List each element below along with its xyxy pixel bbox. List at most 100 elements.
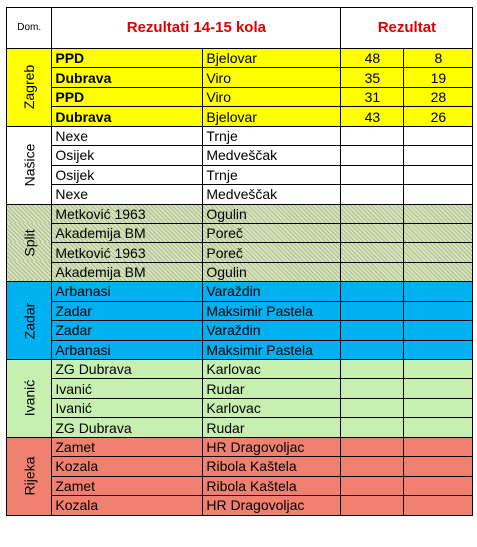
home-score xyxy=(340,125,405,147)
away-score xyxy=(403,358,474,380)
home-team: Dubrava xyxy=(51,67,204,88)
home-team: Arbanasi xyxy=(51,339,204,361)
away-team: Bjelovar xyxy=(202,106,342,127)
away-score xyxy=(403,242,474,263)
away-team: Poreč xyxy=(202,242,342,263)
table-row: Našice Nexe Trnje xyxy=(5,125,474,205)
home-team: Zadar xyxy=(51,300,204,322)
home-score xyxy=(340,203,405,224)
home-score xyxy=(340,378,405,399)
table-row: Metković 1963 Poreč xyxy=(6,242,474,263)
away-score xyxy=(403,436,474,458)
home-score xyxy=(340,261,405,283)
away-team: Poreč xyxy=(202,222,342,244)
home-score xyxy=(340,145,405,166)
table-row: Rijeka Zamet HR Dragovoljac xyxy=(5,436,474,516)
home-team: ZG Dubrava xyxy=(51,417,204,438)
table-row: Ivanić ZG Dubrava Karlovac xyxy=(5,358,474,438)
home-score xyxy=(340,475,405,497)
result-header: Rezultat xyxy=(340,7,474,49)
table-row: ZG Dubrava Rudar xyxy=(6,417,474,438)
home-score: 48 xyxy=(340,47,405,69)
group-label-split: Split xyxy=(5,203,53,283)
away-team: Rudar xyxy=(202,378,342,399)
home-score xyxy=(340,300,405,322)
home-team: PPD xyxy=(51,47,204,69)
away-team: Ogulin xyxy=(202,203,342,224)
home-team: Osijek xyxy=(51,145,204,166)
table-row: Nexe Medveščak xyxy=(6,184,474,205)
away-score xyxy=(403,456,474,477)
away-team: Viro xyxy=(202,86,342,108)
home-team: Zadar xyxy=(51,320,204,341)
away-score: 26 xyxy=(403,106,474,127)
away-team: Viro xyxy=(202,67,342,88)
table-row: Akademija BM Ogulin xyxy=(6,261,474,283)
home-team: ZG Dubrava xyxy=(51,358,204,380)
away-team: Varaždin xyxy=(202,320,342,341)
home-team: Ivanić xyxy=(51,378,204,399)
away-team: Trnje xyxy=(202,164,342,186)
table-row: Kozala HR Dragovoljac xyxy=(6,495,474,516)
home-score xyxy=(340,339,405,361)
home-team: Nexe xyxy=(51,125,204,147)
table-row: Arbanasi Maksimir Pastela xyxy=(6,339,474,361)
home-team: Zamet xyxy=(51,475,204,497)
home-team: Akademija BM xyxy=(51,222,204,244)
away-team: Trnje xyxy=(202,125,342,147)
home-team: Zamet xyxy=(51,436,204,458)
home-team: Nexe xyxy=(51,184,204,205)
table-row: Ivanić Karlovac xyxy=(6,397,474,419)
table-row: Kozala Ribola Kaštela xyxy=(6,456,474,477)
table-row: Zadar Maksimir Pastela xyxy=(6,300,474,322)
home-score xyxy=(340,495,405,516)
table-row: Split Metković 1963 Ogulin xyxy=(5,203,474,283)
home-score xyxy=(340,242,405,263)
home-team: Kozala xyxy=(51,456,204,477)
home-score: 35 xyxy=(340,67,405,88)
away-score xyxy=(403,397,474,419)
table-row: Dubrava Viro 35 19 xyxy=(6,67,474,88)
home-score xyxy=(340,164,405,186)
away-score: 8 xyxy=(403,47,474,69)
dom-header: Dom. xyxy=(5,7,53,49)
group-label-nasice: Našice xyxy=(5,125,53,205)
away-score xyxy=(403,203,474,224)
away-score xyxy=(403,300,474,322)
away-team: Maksimir Pastela xyxy=(202,339,342,361)
results-table: Dom. Rezultati 14-15 kola Rezultat Zagre… xyxy=(5,7,474,516)
group-label-ivanic: Ivanić xyxy=(5,359,53,438)
group-label-rijeka: Rijeka xyxy=(5,436,53,516)
table-row: Osijek Trnje xyxy=(6,164,474,186)
table-row: PPD Viro 31 28 xyxy=(6,86,474,108)
header-row: Dom. Rezultati 14-15 kola Rezultat xyxy=(5,7,474,49)
away-score xyxy=(403,125,474,147)
home-score xyxy=(340,281,405,302)
table-row: Zagreb PPD Bjelovar 48 8 xyxy=(5,47,474,127)
table-row: Zadar Arbanasi Varaždin xyxy=(5,281,474,360)
away-score xyxy=(403,184,474,205)
home-team: Metković 1963 xyxy=(51,242,204,263)
home-score xyxy=(340,320,405,341)
away-team: Medveščak xyxy=(202,184,342,205)
home-score xyxy=(340,222,405,244)
away-score xyxy=(403,378,474,399)
table-row: Dubrava Bjelovar 43 26 xyxy=(6,106,474,127)
away-score xyxy=(403,145,474,166)
away-team: Karlovac xyxy=(202,358,342,380)
home-team: Metković 1963 xyxy=(51,203,204,224)
away-team: Ribola Kaštela xyxy=(202,456,342,477)
away-score xyxy=(403,222,474,244)
home-team: Arbanasi xyxy=(51,281,204,302)
home-team: PPD xyxy=(51,86,204,108)
home-team: Akademija BM xyxy=(51,261,204,283)
home-score xyxy=(340,397,405,419)
away-score xyxy=(403,164,474,186)
round-title: Rezultati 14-15 kola xyxy=(51,7,342,49)
away-team: Varaždin xyxy=(202,281,342,302)
away-score xyxy=(403,495,474,516)
away-team: Karlovac xyxy=(202,397,342,419)
home-score xyxy=(340,436,405,458)
table-row: Ivanić Rudar xyxy=(6,378,474,399)
away-team: Bjelovar xyxy=(202,47,342,69)
